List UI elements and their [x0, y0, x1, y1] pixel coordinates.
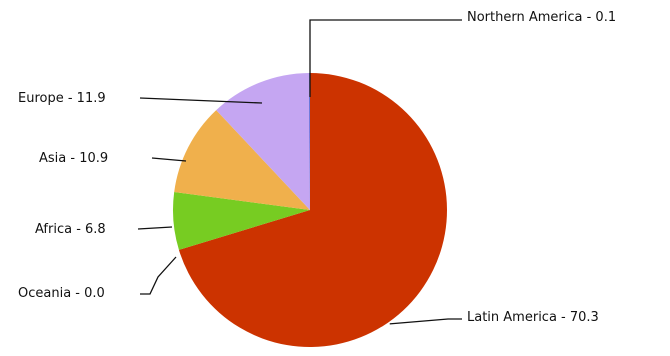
pie-slice-africa: [172, 191, 310, 250]
data-label-asia: Asia - 10.9: [39, 151, 108, 166]
leader-line-latin-america: [389, 318, 462, 325]
data-label-northern-america: Northern America - 0.1: [467, 10, 616, 25]
pie-slice-asia: [174, 110, 310, 210]
pie-slices: [172, 72, 448, 348]
leader-line-oceania: [140, 256, 177, 295]
leader-line-northern-america: [309, 19, 462, 97]
pie-slice-latin-america: [178, 73, 448, 348]
pie-leader-lines: [137, 19, 462, 325]
pie-slice-europe: [216, 73, 310, 210]
data-label-africa: Africa - 6.8: [35, 222, 106, 237]
data-label-europe: Europe - 11.9: [18, 91, 106, 106]
leader-line-europe: [139, 97, 263, 104]
data-label-oceania: Oceania - 0.0: [18, 286, 105, 301]
data-label-latin-america: Latin America - 70.3: [467, 310, 599, 325]
pie-labels: Latin America - 70.3 Oceania - 0.0 Africa …: [18, 10, 616, 325]
pie-slice-northern-america: [309, 72, 310, 210]
leader-line-asia: [151, 157, 187, 162]
leader-line-africa: [137, 226, 173, 230]
